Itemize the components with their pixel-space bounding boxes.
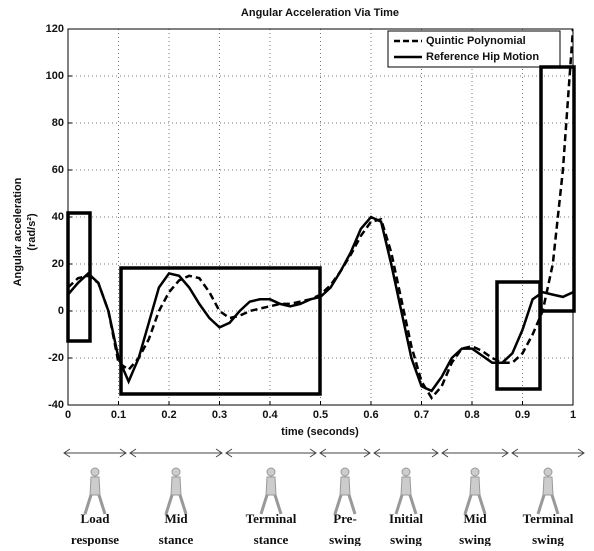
walking-figure [166,468,186,514]
y-tick-label: 80 [52,117,64,129]
x-tick-label: 0.4 [262,409,278,421]
figure-body [470,477,480,495]
figure-head [172,468,180,476]
legend-label: Quintic Polynomial [426,35,526,47]
figure-head [544,468,552,476]
x-tick-label: 1 [570,409,576,421]
chart: Angular Acceleration Via Time time (seco… [0,0,594,546]
phase-label: swing [329,532,361,546]
phase-label: Initial [389,511,423,526]
phase-label: swing [532,532,564,546]
figure-head [471,468,479,476]
y-tick-label: 20 [52,258,64,270]
y-tick-label: -20 [48,352,64,364]
phase-label: Load [81,511,111,526]
figure-head [341,468,349,476]
phase-label: stance [254,532,289,546]
x-tick-label: 0.6 [363,409,378,421]
phase-label: swing [390,532,422,546]
walking-figure [335,468,355,514]
y-axis-label: (rad/s²) [26,213,38,251]
x-tick-label: 0.9 [515,409,530,421]
walking-figure [85,468,105,514]
y-axis-label: Angular acceleration [12,177,24,286]
figure-head [267,468,275,476]
walking-figure [396,468,416,514]
figure-body [171,477,181,495]
gait-strip: Load response Mid stance Terminal stance Pre-s… [64,449,584,546]
x-tick-label: 0.2 [161,409,176,421]
y-tick-label: 120 [46,23,64,35]
y-tick-label: -40 [48,399,64,411]
walking-figure [538,468,558,514]
figure-body [401,477,411,495]
x-axis-label: time (seconds) [281,426,359,438]
x-tick-label: 0.5 [313,409,328,421]
phase-label: Pre- [333,511,357,526]
legend-label: Reference Hip Motion [426,51,539,63]
y-tick-label: 100 [46,70,64,82]
walking-figure [465,468,485,514]
phase-label: swing [459,532,491,546]
figure-head [402,468,410,476]
figure-body [543,477,553,495]
y-tick-label: 40 [52,211,64,223]
figure-head [91,468,99,476]
phase-label: response [71,532,119,546]
y-tick-label: 0 [58,305,64,317]
x-tick-label: 0.1 [111,409,126,421]
x-tick-label: 0 [65,409,71,421]
x-tick-label: 0.7 [414,409,429,421]
phase-label: Terminal [246,511,297,526]
figure-body [90,477,100,495]
phase-label: Mid [164,511,188,526]
phase-label: Mid [463,511,487,526]
walking-figure [261,468,281,514]
x-tick-label: 0.3 [212,409,227,421]
y-tick-label: 60 [52,164,64,176]
phase-label: stance [159,532,194,546]
figure-body [340,477,350,495]
chart-title: Angular Acceleration Via Time [241,7,399,19]
x-tick-label: 0.8 [464,409,479,421]
phase-label: Terminal [523,511,574,526]
figure-body [266,477,276,495]
